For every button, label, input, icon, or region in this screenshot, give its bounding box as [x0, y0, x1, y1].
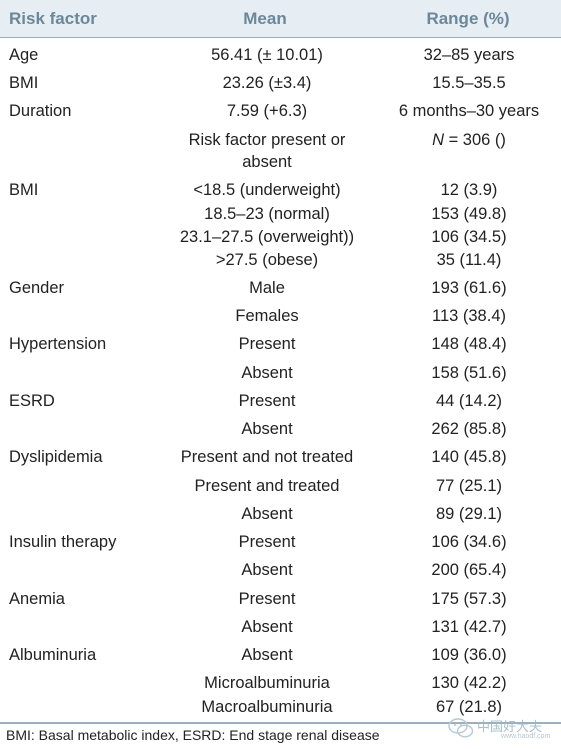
- row-label: ESRD: [9, 392, 55, 410]
- row-mean: Present: [238, 392, 296, 410]
- table-footnote: BMI: Basal metabolic index, ESRD: End st…: [6, 727, 380, 743]
- row-mean: Present and treated: [194, 477, 340, 495]
- row-mean: Females: [235, 307, 299, 325]
- row-mean: Absent: [241, 561, 293, 579]
- row-range: 193 (61.6): [431, 279, 507, 297]
- row-range: 113 (38.4): [432, 307, 506, 325]
- table-header: Risk factor Mean Range (%): [0, 0, 561, 38]
- header-range: Range (%): [426, 9, 510, 28]
- row-range: 6 months–30 years: [398, 102, 540, 120]
- row-label: Dyslipidemia: [9, 448, 103, 466]
- row-mean: Present: [238, 533, 296, 551]
- row-mean: Absent: [241, 618, 293, 636]
- row-mean: Present: [238, 590, 296, 608]
- row-range: 15.5–35.5: [432, 74, 506, 92]
- row-range: 44 (14.2): [435, 392, 503, 410]
- row-mean: 56.41 (± 10.01): [211, 46, 323, 64]
- row-range: 12 (3.9): [440, 181, 498, 199]
- row-label: BMI: [9, 181, 39, 199]
- row-range: 158 (51.6): [431, 364, 507, 382]
- row-range: 262 (85.8): [431, 420, 507, 438]
- subheader-n: N = 306 (): [380, 129, 558, 151]
- row-label: Anemia: [9, 590, 65, 608]
- row-range: 140 (45.8): [431, 448, 507, 466]
- row-range: 130 (42.2): [431, 674, 507, 692]
- row-range: 67 (21.8): [435, 698, 503, 716]
- row-mean: Microalbuminuria: [204, 674, 330, 692]
- row-range: 106 (34.6): [431, 533, 507, 551]
- row-label: Gender: [9, 279, 65, 297]
- watermark-text: 中国好大夫: [477, 719, 543, 734]
- row-mean: 7.59 (+6.3): [226, 102, 308, 120]
- row-mean: <18.5 (underweight): [193, 181, 341, 199]
- row-range: 153 (49.8): [431, 205, 507, 223]
- row-range: 148 (48.4): [431, 335, 507, 353]
- n-value: = 306 (): [444, 131, 506, 149]
- row-range: 131 (42.7): [431, 618, 507, 636]
- row-range: 106 (34.5): [431, 228, 507, 246]
- row-label: Age: [9, 46, 39, 64]
- row-mean: Present and not treated: [180, 448, 354, 466]
- watermark-url: www.haodf.com: [501, 733, 551, 740]
- row-range: 32–85 years: [423, 46, 515, 64]
- row-range: 175 (57.3): [431, 590, 507, 608]
- row-label: Hypertension: [9, 335, 107, 353]
- wechat-icon: [448, 718, 474, 738]
- row-label: BMI: [9, 74, 39, 92]
- row-mean: Absent: [241, 420, 293, 438]
- row-mean: Male: [249, 279, 285, 297]
- n-symbol: N: [432, 131, 444, 149]
- row-range: 200 (65.4): [431, 561, 507, 579]
- header-mean: Mean: [243, 9, 287, 28]
- table-bottom-rule: [0, 722, 561, 724]
- row-mean: Present: [238, 335, 296, 353]
- row-mean: Macroalbuminuria: [201, 698, 333, 716]
- row-mean: Absent: [241, 505, 293, 523]
- row-label: Insulin therapy: [9, 533, 117, 551]
- row-mean: 23.26 (±3.4): [222, 74, 312, 92]
- row-range: 89 (29.1): [435, 505, 503, 523]
- row-label: Albuminuria: [9, 646, 97, 664]
- row-range: 77 (25.1): [435, 477, 503, 495]
- row-mean: >27.5 (obese): [215, 251, 319, 269]
- row-range: 35 (11.4): [436, 251, 502, 269]
- row-range: 109 (36.0): [431, 646, 507, 664]
- row-mean: 18.5–23 (normal): [204, 205, 330, 223]
- subheader-line-1: Risk factor present or: [188, 131, 346, 149]
- row-mean: 23.1–27.5 (overweight)): [179, 228, 355, 246]
- subheader-line-2: absent: [242, 153, 292, 171]
- row-mean: Absent: [241, 646, 293, 664]
- row-label: Duration: [9, 102, 72, 120]
- watermark: 中国好大夫 www.haodf.com: [445, 713, 557, 743]
- header-risk-factor: Risk factor: [9, 9, 97, 28]
- risk-factor-table: Risk factor Mean Range (%) Age 56.41 (± …: [0, 0, 561, 716]
- row-mean: Absent: [241, 364, 293, 382]
